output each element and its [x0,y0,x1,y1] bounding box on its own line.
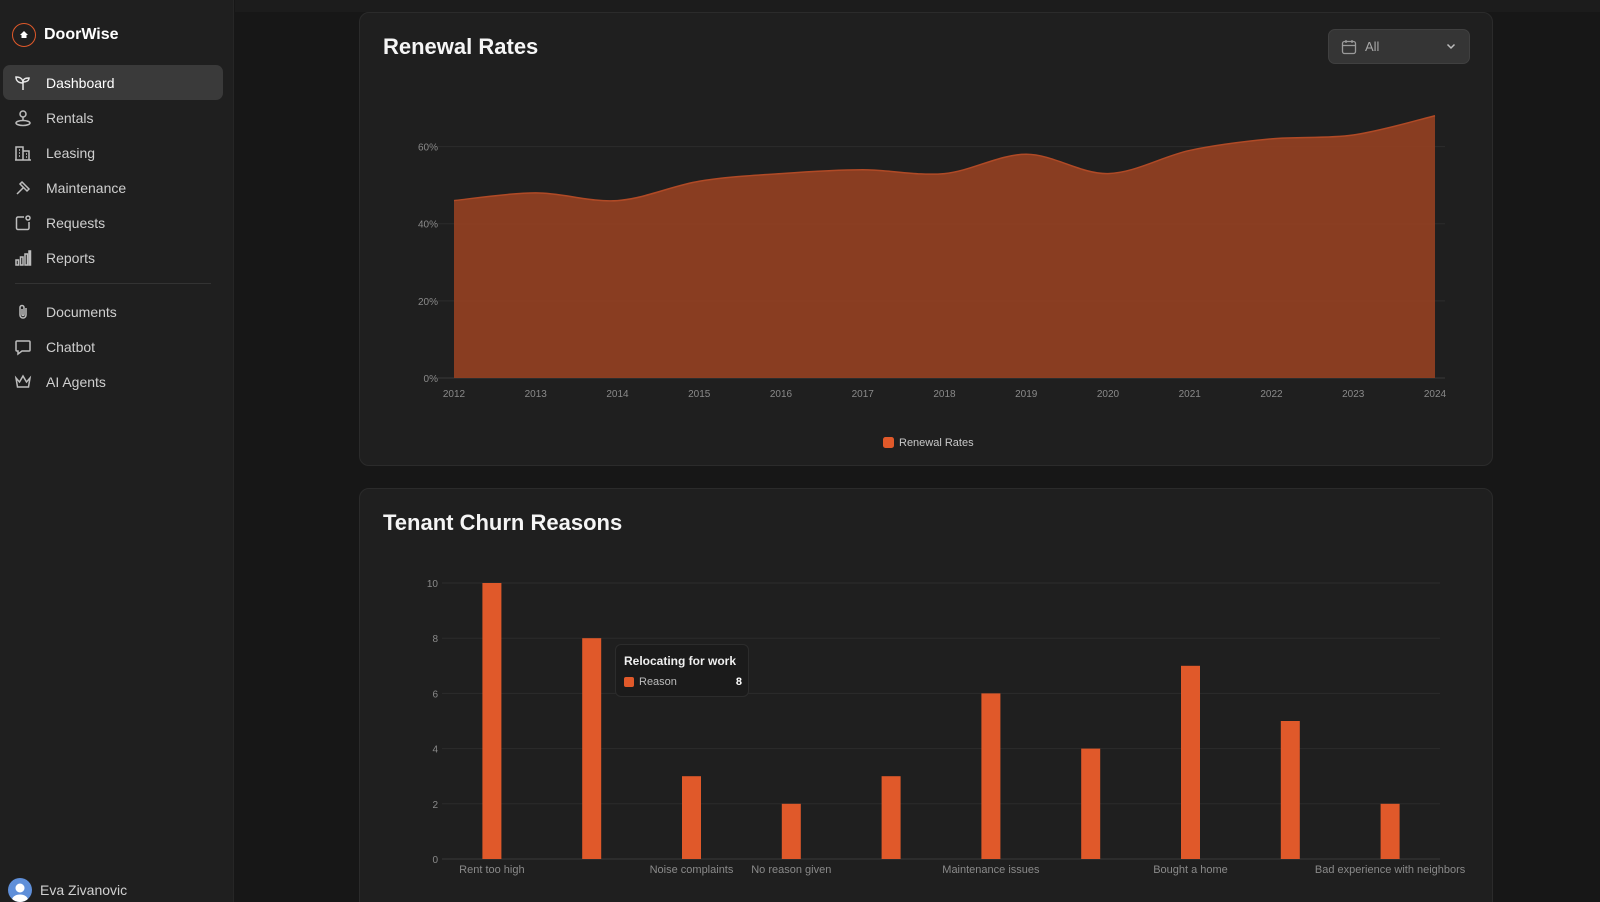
calendar-icon [1341,39,1357,54]
x-tick-label: 2023 [1342,389,1365,400]
crown-icon [13,372,33,392]
bar [1380,803,1400,859]
sidebar-item-requests[interactable]: Requests [3,205,223,240]
sidebar-item-documents[interactable]: Documents [3,294,223,329]
y-tick-label: 4 [432,745,438,756]
message-icon [13,337,33,357]
x-tick-label: 2022 [1260,389,1283,400]
building-icon [13,143,33,163]
user-name: Eva Zivanovic [40,882,128,898]
area-fill [454,115,1435,378]
y-tick-label: 0 [432,855,438,866]
tooltip-series: Reason [639,676,677,688]
x-tick-label: Rent too high [459,864,524,876]
bar [1081,748,1101,859]
x-tick-label: Bad experience with neighbors [1315,864,1466,876]
sidebar-item-label: Documents [46,303,117,320]
date-range-select[interactable]: All [1328,29,1470,64]
y-tick-label: 20% [418,297,438,308]
sidebar-item-chatbot[interactable]: Chatbot [3,329,223,364]
sidebar-item-dashboard[interactable]: Dashboard [3,65,223,100]
sidebar-item-label: Maintenance [46,179,127,196]
renewal-rates-card: Renewal Rates All 0% 20% 40% 60% 2012 2013 201… [359,12,1493,466]
sidebar-item-reports[interactable]: Reports [3,240,223,275]
area-line [453,114,1436,202]
sprout-icon [13,73,33,93]
sidebar-item-label: Dashboard [46,74,115,91]
sidebar: DoorWise Dashboard Rentals Leasing Maint… [0,0,234,902]
sidebar-item-label: Leasing [46,144,96,161]
chevron-down-icon [1446,43,1456,50]
x-tick-label: 2021 [1179,389,1202,400]
avatar [8,878,32,902]
x-tick-label: 2024 [1424,389,1447,400]
x-tick-label: 2016 [770,389,793,400]
renewal-rates-title: Renewal Rates [383,34,539,59]
chart-tooltip: Relocating for work Reason 8 [615,644,749,697]
hammer-icon [13,178,33,198]
legend-swatch [883,437,894,448]
bar [482,583,502,859]
x-tick-label: 2012 [443,389,466,400]
y-tick-label: 8 [432,634,438,645]
sidebar-item-label: Requests [46,214,106,231]
date-range-value: All [1365,39,1380,54]
x-tick-label: 2020 [1097,389,1120,400]
bar [781,803,801,859]
bar [981,693,1001,859]
sidebar-item-label: Chatbot [46,338,96,355]
sidebar-item-rentals[interactable]: Rentals [3,100,223,135]
bar [582,638,602,859]
logo-icon [12,23,36,47]
y-tick-label: 40% [418,220,438,231]
y-tick-label: 2 [432,800,438,811]
map-pin-icon [13,108,33,128]
y-tick-label: 0% [424,374,439,385]
x-tick-label: Bought a home [1153,864,1228,876]
tenant-churn-chart: 0 2 4 6 8 10 Rent too high Noise complaints No r… [427,579,1466,876]
user-profile[interactable]: Eva Zivanovic [8,878,127,902]
tooltip-swatch [624,677,634,687]
bar-chart-icon [13,248,33,268]
x-tick-label: Noise complaints [650,864,734,876]
x-tick-label: Maintenance issues [942,864,1040,876]
y-tick-label: 6 [432,689,438,700]
y-tick-label: 10 [427,579,439,590]
x-tick-label: 2013 [525,389,548,400]
bar [1181,665,1200,859]
x-tick-label: No reason given [751,864,831,876]
sidebar-item-label: Rentals [46,109,94,126]
legend-label: Renewal Rates [899,437,974,449]
brand-name: DoorWise [44,26,119,43]
sidebar-item-leasing[interactable]: Leasing [3,135,223,170]
sidebar-nav: Dashboard Rentals Leasing Maintenance Re… [3,65,223,399]
x-tick-label: 2018 [933,389,956,400]
sidebar-item-label: Reports [46,249,96,266]
tenant-churn-card: Tenant Churn Reasons 0 2 4 6 8 10 Rent too hig… [359,488,1493,902]
tooltip-title: Relocating for work [624,654,737,668]
bar [881,776,901,859]
x-tick-label: 2019 [1015,389,1038,400]
x-tick-label: 2014 [606,389,629,400]
y-tick-label: 60% [418,143,438,154]
sidebar-item-label: AI Agents [46,373,106,390]
tooltip-row: Reason 8 [624,676,742,688]
notification-icon [13,213,33,233]
bar [1280,721,1300,859]
paperclip-icon [13,302,33,322]
x-tick-label: 2017 [852,389,875,400]
sidebar-item-maintenance[interactable]: Maintenance [3,170,223,205]
brand[interactable]: DoorWise [12,23,119,47]
sidebar-item-ai-agents[interactable]: AI Agents [3,364,223,399]
top-strip [235,0,1600,12]
renewal-rates-chart: 0% 20% 40% 60% 2012 2013 2014 2015 2016 2017 2018 2… [418,114,1447,449]
x-tick-label: 2015 [688,389,711,400]
sidebar-divider [15,283,211,284]
tenant-churn-title: Tenant Churn Reasons [383,510,623,535]
bar [682,776,701,859]
tooltip-value: 8 [735,676,742,688]
